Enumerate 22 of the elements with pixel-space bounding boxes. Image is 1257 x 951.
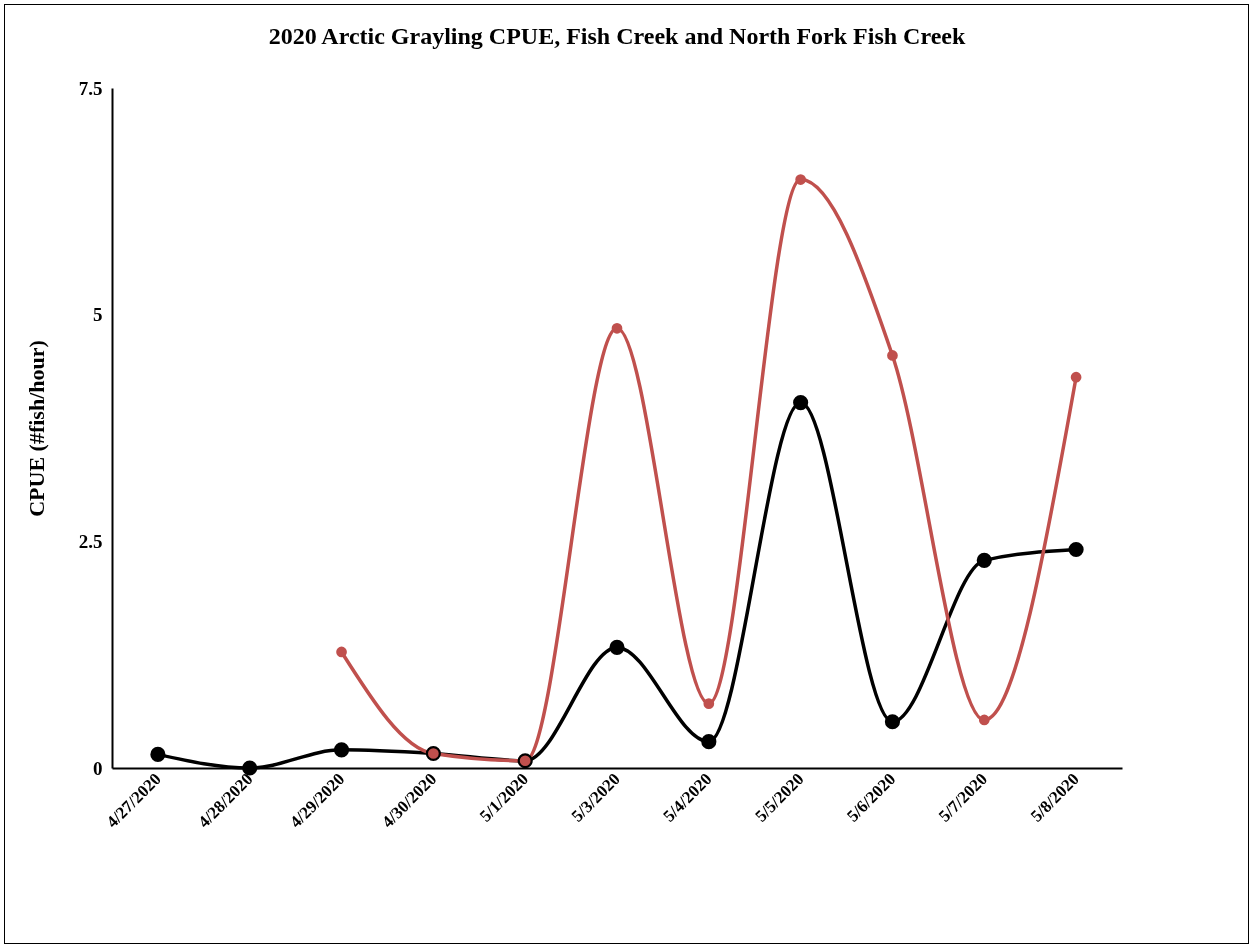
y-tick-label: 7.5 [78,77,103,99]
point [150,746,166,762]
point [336,646,347,658]
point [978,714,990,726]
point [884,714,901,730]
y-tick-label: 0 [93,757,103,779]
point [701,734,717,750]
point [703,698,715,709]
point [1068,541,1084,558]
point [887,350,898,361]
point [609,639,625,655]
point [242,760,258,776]
y-tick-label: 2.5 [78,530,103,552]
point [1070,371,1082,383]
chart-title: 2020 Arctic Grayling CPUE, Fish Creek and North Fork Fish Creek [268,23,966,49]
point [611,322,623,334]
point [793,395,809,411]
point [976,552,992,568]
point [795,174,806,185]
point [333,742,350,758]
y-tick-label: 5 [93,304,103,326]
y-axis-title: CPUE (#fish/hour) [23,340,49,517]
